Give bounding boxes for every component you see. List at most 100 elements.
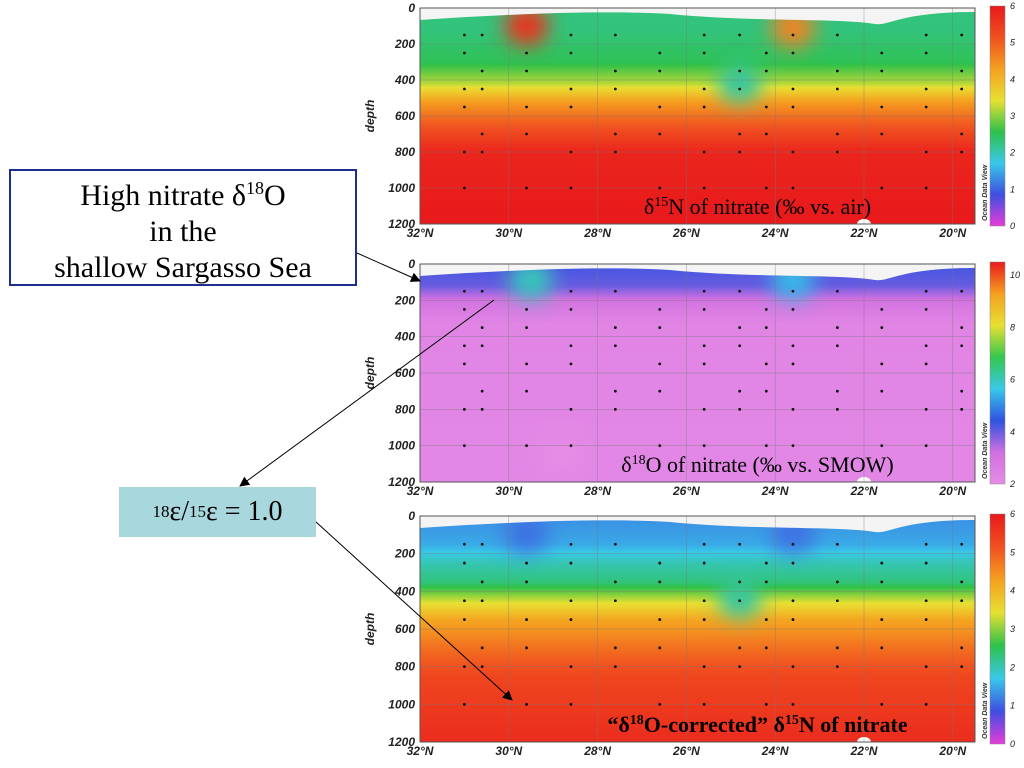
sample-dot — [738, 87, 742, 91]
sample-dot — [880, 561, 884, 565]
sample-dot — [702, 33, 706, 37]
sample-dot — [569, 105, 573, 109]
depth-band — [420, 592, 975, 596]
sample-dot — [764, 444, 768, 448]
sample-dot — [463, 186, 466, 190]
depth-band — [420, 320, 975, 324]
sample-dot — [702, 702, 706, 706]
depth-band — [420, 325, 975, 328]
sample-dot — [924, 542, 928, 546]
sample-dot — [880, 308, 884, 311]
y-axis-label: depth — [363, 613, 377, 646]
sample-dot — [738, 344, 742, 348]
depth-band — [420, 40, 975, 44]
sample-dot — [613, 326, 617, 329]
sample-dot — [835, 389, 839, 393]
feature-blob — [504, 8, 549, 46]
depth-band — [420, 572, 975, 576]
y-tick-label: 0 — [408, 257, 415, 271]
sample-dot — [791, 308, 795, 311]
sample-dot — [702, 561, 706, 565]
depth-band — [420, 453, 975, 457]
y-tick-label: 0 — [408, 509, 415, 523]
d15n-section-panel: 0 200 400 600 800 1000 1200 32°N 30°N 28°N 26°N 24°… — [360, 0, 1024, 246]
sample-dot — [702, 599, 706, 603]
sample-dot — [702, 51, 706, 55]
depth-band — [420, 51, 975, 54]
ratio-end: ε = 1.0 — [205, 496, 283, 527]
depth-band — [420, 462, 975, 466]
sample-dot — [960, 665, 964, 669]
sample-dot — [463, 87, 466, 91]
colorbar-tick-label: 4 — [1010, 74, 1015, 84]
sample-dot — [764, 105, 768, 109]
depth-band — [420, 193, 975, 197]
depth-band — [420, 538, 975, 542]
sample-dot — [880, 51, 884, 55]
depth-band — [420, 16, 975, 20]
sample-dot — [924, 51, 928, 55]
sample-dot — [924, 87, 928, 91]
sample-dot — [658, 618, 662, 621]
x-tick-label: 20°N — [938, 226, 966, 240]
colorbar-tick-label: 5 — [1010, 547, 1016, 557]
depth-band — [420, 219, 975, 223]
sample-dot — [569, 344, 573, 348]
depth-band — [420, 292, 975, 296]
depth-band — [420, 107, 975, 111]
depth-band — [420, 322, 975, 326]
depth-band — [420, 49, 975, 52]
feature-blob — [509, 264, 553, 301]
high-nitrate-callout: High nitrate δ18O in the shallow Sargass… — [9, 169, 357, 286]
sample-dot — [702, 444, 706, 448]
sample-dot — [924, 289, 928, 293]
surface-cap — [420, 8, 975, 25]
sample-dot — [835, 665, 839, 669]
sample-dot — [463, 665, 466, 669]
depth-band — [420, 440, 975, 444]
sample-dot — [702, 618, 706, 621]
depth-band — [420, 638, 975, 641]
sample-dot — [525, 580, 528, 584]
depth-band — [420, 383, 975, 387]
depth-band — [420, 414, 975, 418]
sample-dot — [924, 362, 928, 366]
sample-dot — [791, 702, 795, 706]
depth-band — [420, 438, 975, 442]
depth-band — [420, 567, 975, 571]
sample-dot — [880, 326, 884, 329]
sample-dot — [463, 362, 466, 366]
depth-band — [420, 377, 975, 381]
sample-dot — [924, 702, 928, 706]
sample-dot — [960, 407, 964, 411]
y-tick-label: 600 — [395, 366, 415, 380]
sample-dot — [463, 33, 466, 37]
depth-band — [420, 390, 975, 394]
depth-band — [420, 423, 975, 426]
depth-band — [420, 94, 975, 98]
sample-dot — [702, 105, 706, 109]
colorbar — [989, 261, 1006, 485]
sample-dot — [463, 702, 466, 706]
depth-band — [420, 92, 975, 95]
x-tick-label: 32°N — [407, 226, 434, 240]
colorbar-tick-label: 1 — [1010, 701, 1015, 711]
sample-dot — [569, 407, 573, 411]
sample-dot — [463, 105, 466, 109]
surface-cap — [420, 264, 975, 281]
depth-band — [420, 726, 975, 730]
depth-band — [420, 316, 975, 320]
depth-band — [420, 561, 975, 565]
depth-band — [420, 574, 975, 578]
sample-dot — [702, 150, 706, 154]
depth-band — [420, 272, 975, 276]
depth-band — [420, 525, 975, 528]
sample-dot — [764, 580, 768, 584]
depth-band — [420, 455, 975, 459]
ratio-sup-1: 18 — [152, 502, 170, 521]
sample-dot — [463, 407, 466, 411]
sample-dot — [835, 344, 839, 348]
depth-band — [420, 116, 975, 119]
depth-band — [420, 656, 975, 659]
sample-dot — [791, 344, 795, 348]
